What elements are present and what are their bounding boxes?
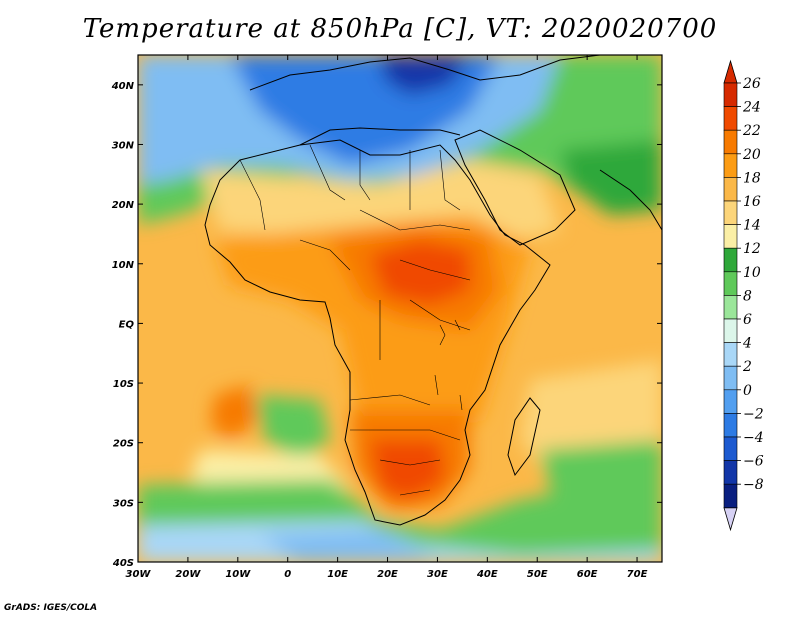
border-lines-central (299, 209, 471, 360)
colorbar-bin (723, 318, 738, 343)
madagascar-coastline (507, 397, 541, 477)
colorbar-bin (723, 106, 738, 131)
y-tick-label: EQ (119, 319, 135, 330)
colorbar-bin (723, 483, 738, 509)
field-south-core (370, 440, 445, 500)
x-tick-label: 20W (175, 569, 201, 580)
y-tick-label: 40S (112, 558, 134, 569)
x-axis: 30W 20W 10W 0 10E 20E 30E 40E 50E 60E 70E (126, 55, 648, 580)
x-tick-label: 10W (225, 569, 251, 580)
field-atlantic-orange (210, 385, 260, 440)
colorbar-label: 4 (742, 336, 752, 352)
colorbar-bin (723, 200, 738, 225)
colorbar-label: 22 (742, 123, 761, 139)
y-axis: 40N 30N 20N 10N EQ 10S 20S 30S 40S (111, 81, 662, 569)
colorbar-bin (723, 129, 738, 155)
field-north-darkblue (380, 55, 470, 95)
y-tick-label: 10S (113, 379, 134, 390)
colorbar-label: 8 (743, 288, 752, 304)
colorbar-label: −4 (743, 430, 764, 446)
colorbar-bin (723, 247, 738, 273)
temperature-field (138, 55, 662, 562)
colorbar-label: 24 (742, 100, 761, 116)
colorbar-label: 2 (742, 359, 752, 375)
y-tick-label: 20N (112, 200, 135, 211)
colorbar-bin (723, 153, 738, 178)
colorbar-label: 12 (743, 241, 761, 257)
plot-frame (137, 54, 663, 563)
x-tick-label: 50E (527, 569, 548, 580)
border-lines-north (239, 144, 461, 231)
colorbar-top-arrow (723, 59, 738, 84)
colorbar-label: 10 (743, 265, 761, 281)
y-tick-label: 30S (113, 498, 134, 509)
map-title: Temperature at 850hPa [C], VT: 202002070… (82, 14, 718, 44)
arabia-coastline (454, 129, 576, 246)
colorbar-label: 0 (743, 383, 752, 399)
x-tick-label: 20E (377, 569, 398, 580)
colorbar-bin (723, 436, 738, 461)
border-lines-south (349, 394, 461, 496)
x-tick-label: 0 (284, 569, 291, 580)
y-tick-label: 10N (112, 260, 135, 271)
colorbar-bin (723, 460, 738, 485)
grads-credit: GrADS: IGES/COLA (4, 603, 98, 613)
colorbar-bottom-arrow (723, 507, 738, 532)
field-south-blue (260, 530, 440, 562)
mediterranean-south (299, 127, 461, 146)
x-tick-label: 30W (126, 569, 152, 580)
lakes (434, 319, 463, 411)
colorbar-bin (723, 82, 738, 107)
x-tick-label: 70E (627, 569, 648, 580)
coastlines (204, 55, 662, 526)
colorbar-label: 14 (743, 218, 761, 234)
colorbar-bin (723, 342, 738, 367)
colorbar-label: −8 (743, 477, 764, 493)
field-central-core (370, 240, 470, 305)
colorbar-bin (723, 365, 738, 391)
europe-coastline (249, 55, 601, 91)
y-tick-label: 40N (111, 81, 135, 92)
x-tick-label: 60E (577, 569, 598, 580)
colorbar-bin (723, 271, 738, 296)
colorbar-label: 20 (742, 147, 761, 163)
colorbar-label: 16 (743, 194, 761, 210)
colorbar-bin (723, 413, 738, 438)
colorbar-label: 6 (743, 312, 752, 328)
colorbar-label: −6 (743, 454, 764, 470)
colorbar-bin (723, 177, 738, 202)
africa-coastline (204, 139, 551, 526)
field-indian-green (540, 440, 662, 525)
colorbar-bin (723, 389, 738, 414)
colorbar-bin (723, 295, 738, 320)
y-tick-label: 20S (113, 439, 134, 450)
colorbar-label: 26 (742, 76, 761, 92)
x-tick-label: 10E (327, 569, 348, 580)
x-tick-label: 40E (476, 569, 498, 580)
y-tick-label: 30N (112, 140, 135, 151)
field-atlantic-green (255, 395, 330, 460)
country-borders (239, 144, 471, 496)
india-coastline (599, 169, 662, 231)
colorbar-label: 18 (743, 170, 761, 186)
colorbar-bin (723, 224, 738, 249)
colorbar-label: −2 (743, 406, 764, 422)
x-tick-label: 30E (427, 569, 448, 580)
